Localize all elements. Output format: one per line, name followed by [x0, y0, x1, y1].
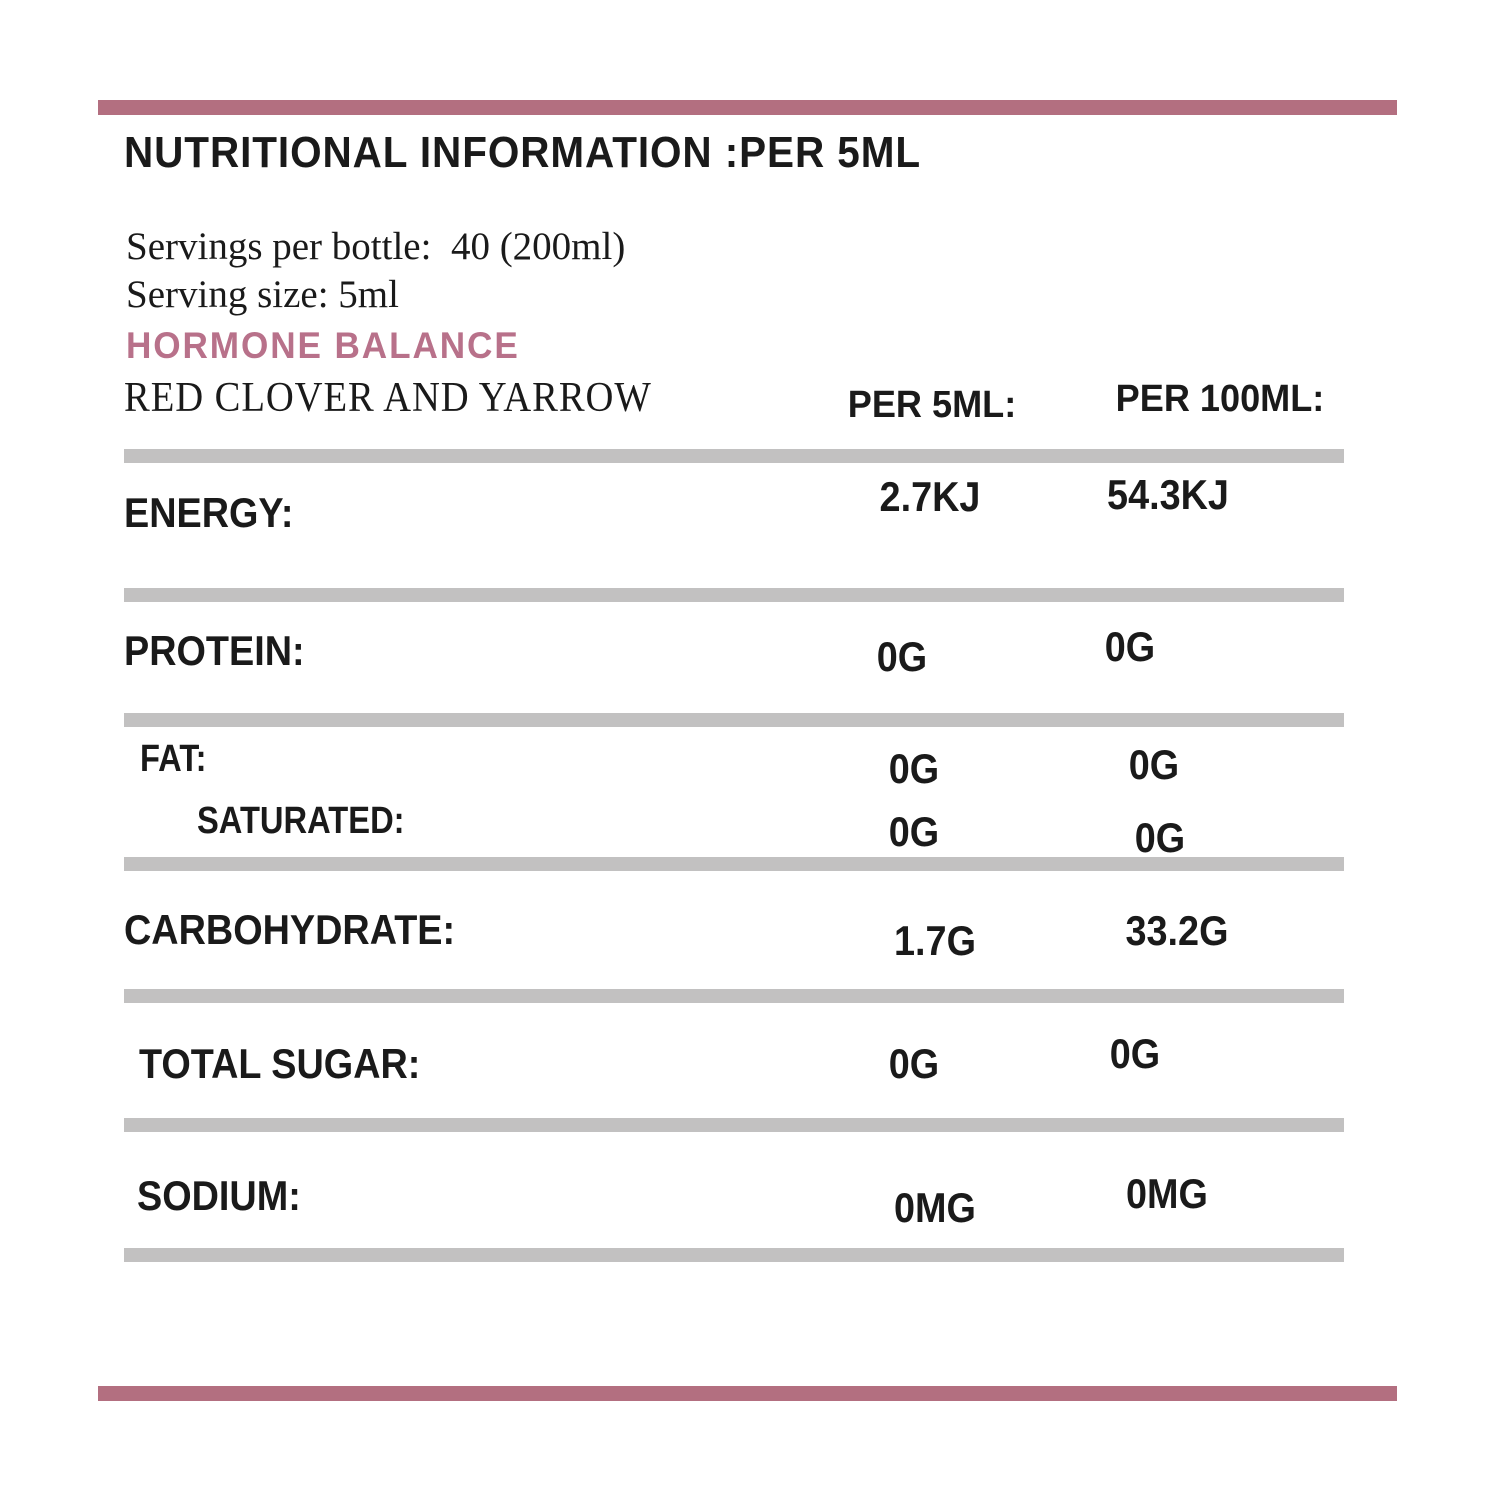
row-divider — [124, 857, 1344, 871]
value-sodium-per-100ml: 0MG — [1126, 1170, 1208, 1217]
value-sodium-per-5ml: 0MG — [894, 1184, 976, 1231]
accent-bar-top — [98, 100, 1397, 115]
value-energy-per-100ml: 54.3KJ — [1107, 471, 1229, 518]
row-label-protein: PROTEIN: — [124, 627, 305, 674]
row-divider — [124, 1118, 1344, 1132]
servings-per-bottle-line: Servings per bottle: 40 (200ml) — [126, 225, 626, 268]
label-title: NUTRITIONAL INFORMATION :PER 5ML — [124, 128, 922, 177]
row-label-saturated: SATURATED: — [197, 800, 405, 842]
product-name: HORMONE BALANCE — [126, 325, 520, 366]
column-header-per-5ml: PER 5ML: — [847, 384, 1017, 426]
variant-name: RED CLOVER AND YARROW — [124, 375, 652, 421]
value-energy-per-5ml: 2.7KJ — [879, 473, 981, 520]
row-divider — [124, 449, 1344, 463]
value-carbohydrate-per-100ml: 33.2G — [1125, 907, 1229, 954]
row-label-energy: ENERGY: — [124, 489, 294, 536]
row-label-carbohydrate: CARBOHYDRATE: — [124, 906, 456, 953]
value-total-sugar-per-100ml: 0G — [1109, 1030, 1161, 1077]
row-divider — [124, 713, 1344, 727]
accent-bar-bottom — [98, 1386, 1397, 1401]
row-label-fat: FAT: — [140, 738, 207, 780]
value-saturated-per-5ml: 0G — [888, 808, 940, 855]
column-header-per-100ml: PER 100ML: — [1115, 378, 1325, 420]
row-label-total-sugar: TOTAL SUGAR: — [139, 1040, 421, 1087]
row-divider — [124, 989, 1344, 1003]
row-divider — [124, 1248, 1344, 1262]
value-fat-per-100ml: 0G — [1128, 741, 1180, 788]
value-protein-per-100ml: 0G — [1104, 623, 1156, 670]
row-divider — [124, 588, 1344, 602]
value-carbohydrate-per-5ml: 1.7G — [894, 917, 976, 964]
serving-size-line: Serving size: 5ml — [126, 273, 399, 316]
value-saturated-per-100ml: 0G — [1134, 814, 1186, 861]
value-fat-per-5ml: 0G — [888, 745, 940, 792]
value-total-sugar-per-5ml: 0G — [888, 1040, 940, 1087]
value-protein-per-5ml: 0G — [876, 633, 928, 680]
row-label-sodium: SODIUM: — [137, 1172, 301, 1219]
